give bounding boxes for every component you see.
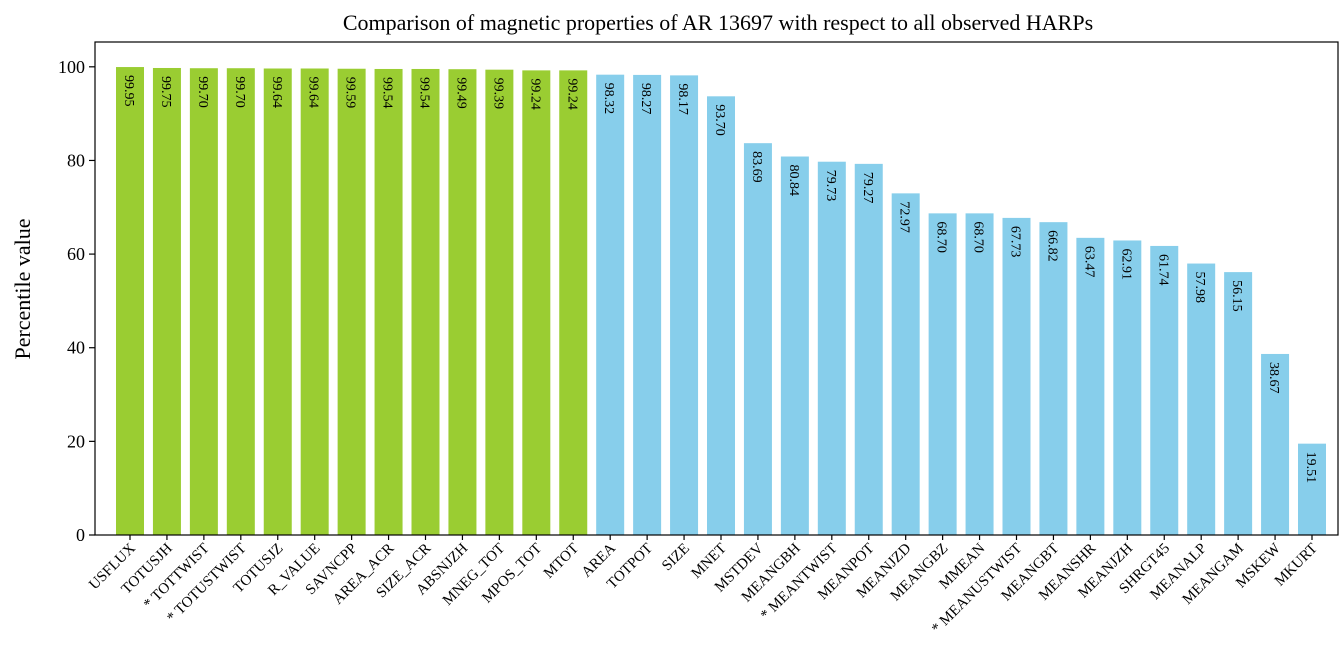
y-tick-label: 20 (67, 431, 85, 451)
y-tick-label: 40 (67, 338, 85, 358)
bar (707, 96, 735, 535)
y-tick-label: 100 (58, 57, 85, 77)
bar (1298, 443, 1326, 535)
bar (300, 68, 329, 536)
y-axis-label: Percentile value (10, 218, 35, 359)
value-label: 99.70 (195, 76, 210, 108)
value-label: 68.70 (934, 221, 949, 253)
bar (448, 69, 477, 536)
value-label: 99.64 (306, 76, 321, 108)
bar (633, 74, 662, 535)
value-label: 80.84 (786, 165, 801, 197)
bar (1224, 272, 1253, 535)
value-label: 83.69 (749, 151, 764, 183)
value-label: 56.15 (1229, 280, 1244, 312)
bar (1150, 245, 1179, 535)
value-label: 98.17 (675, 83, 690, 115)
value-label: 99.54 (380, 77, 395, 109)
bar (263, 68, 292, 536)
bar (559, 70, 588, 536)
value-label: 99.24 (527, 78, 542, 110)
bar (189, 68, 218, 536)
value-label: 99.95 (121, 75, 136, 107)
value-label: 99.24 (564, 78, 579, 110)
bar (780, 156, 809, 536)
x-tick-label: MTOT (541, 541, 582, 582)
bar (965, 213, 994, 535)
y-tick-label: 80 (67, 150, 85, 170)
value-label: 62.91 (1118, 248, 1133, 280)
value-label: 79.27 (860, 172, 875, 204)
bar (1002, 217, 1031, 536)
y-tick-label: 0 (76, 525, 85, 545)
value-label: 98.27 (638, 83, 653, 115)
bar (817, 161, 846, 535)
bar (226, 68, 255, 536)
value-label: 99.75 (158, 76, 173, 108)
bar (670, 75, 699, 536)
bar (1039, 222, 1068, 535)
value-label: 98.32 (601, 83, 616, 115)
bar (152, 67, 181, 536)
value-label: 99.64 (269, 76, 284, 108)
y-tick-label: 60 (67, 244, 85, 264)
value-label: 79.73 (823, 170, 838, 202)
chart-title: Comparison of magnetic properties of AR … (343, 10, 1093, 35)
value-label: 61.74 (1155, 254, 1170, 286)
bar (374, 68, 403, 535)
bar (522, 70, 551, 536)
value-label: 99.49 (453, 77, 468, 109)
bar (116, 67, 144, 535)
value-label: 67.73 (1008, 226, 1023, 257)
value-label: 19.51 (1303, 452, 1318, 484)
value-label: 57.98 (1192, 272, 1207, 304)
value-label: 63.47 (1081, 246, 1096, 278)
value-label: 68.70 (971, 221, 986, 253)
value-label: 99.70 (232, 76, 247, 108)
bar (891, 193, 920, 536)
bar (1113, 240, 1142, 535)
value-label: 66.82 (1044, 230, 1059, 262)
value-label: 38.67 (1266, 362, 1281, 394)
value-label: 93.70 (712, 104, 727, 136)
value-label: 72.97 (897, 201, 912, 233)
value-label: 99.39 (490, 78, 505, 110)
value-label: 99.54 (417, 77, 432, 109)
bar (1076, 237, 1105, 535)
x-tick-label: SIZE (659, 541, 693, 575)
bar (411, 68, 440, 535)
bar (485, 69, 514, 535)
bar (743, 143, 772, 535)
bar (337, 68, 366, 535)
bar (928, 213, 957, 535)
bar (1261, 353, 1290, 535)
bar (854, 163, 883, 536)
bar (596, 74, 625, 536)
value-label: 99.59 (343, 77, 358, 109)
plot-frame (94, 41, 1339, 536)
bar (1187, 263, 1216, 535)
